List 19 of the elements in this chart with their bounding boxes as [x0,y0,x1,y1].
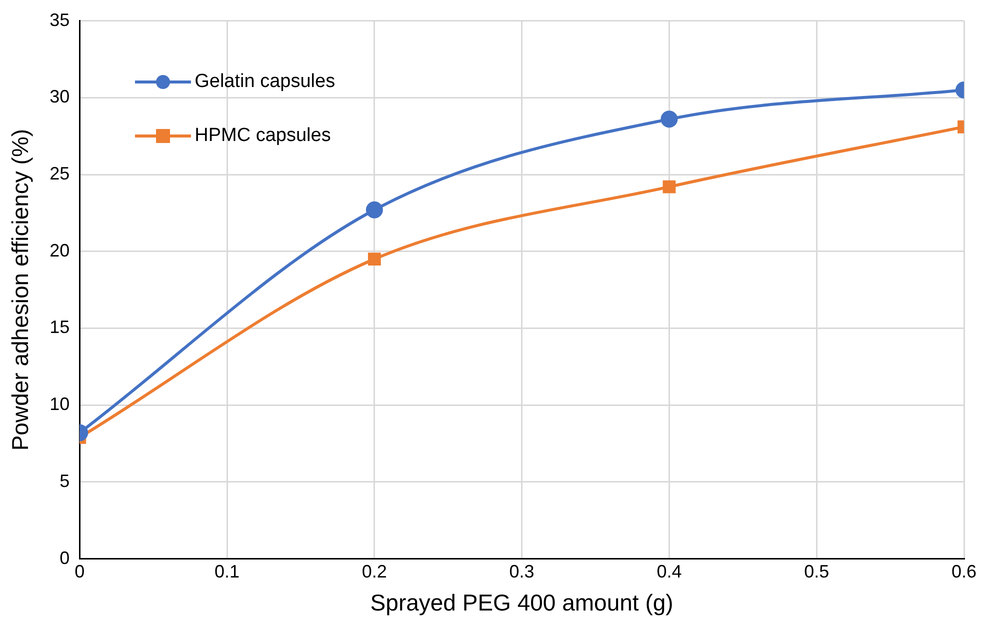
y-tick-label: 30 [50,86,70,107]
y-tick-label: 0 [60,548,70,568]
y-tick-label: 25 [50,163,70,184]
x-axis-title: Sprayed PEG 400 amount (g) [370,590,674,616]
x-tick-label: 0.5 [804,562,830,582]
x-tick-label: 0.1 [214,562,240,582]
x-tick-label: 0 [74,562,85,582]
legend-label: Gelatin capsules [194,70,336,93]
y-axis-title: Powder adhesion efficiency (%) [7,128,34,451]
y-tick-label: 10 [50,394,70,414]
y-tick-label: 5 [60,470,70,491]
y-tick-label: 15 [50,317,70,338]
x-tick-label: 0.3 [509,562,534,582]
y-tick-label: 35 [50,10,70,30]
x-tick-label: 0.4 [656,562,682,582]
legend-label: HPMC capsules [194,124,331,147]
x-tick-label: 0.6 [951,562,977,582]
x-tick-label: 0.2 [362,562,387,582]
y-tick-label: 20 [50,240,70,260]
